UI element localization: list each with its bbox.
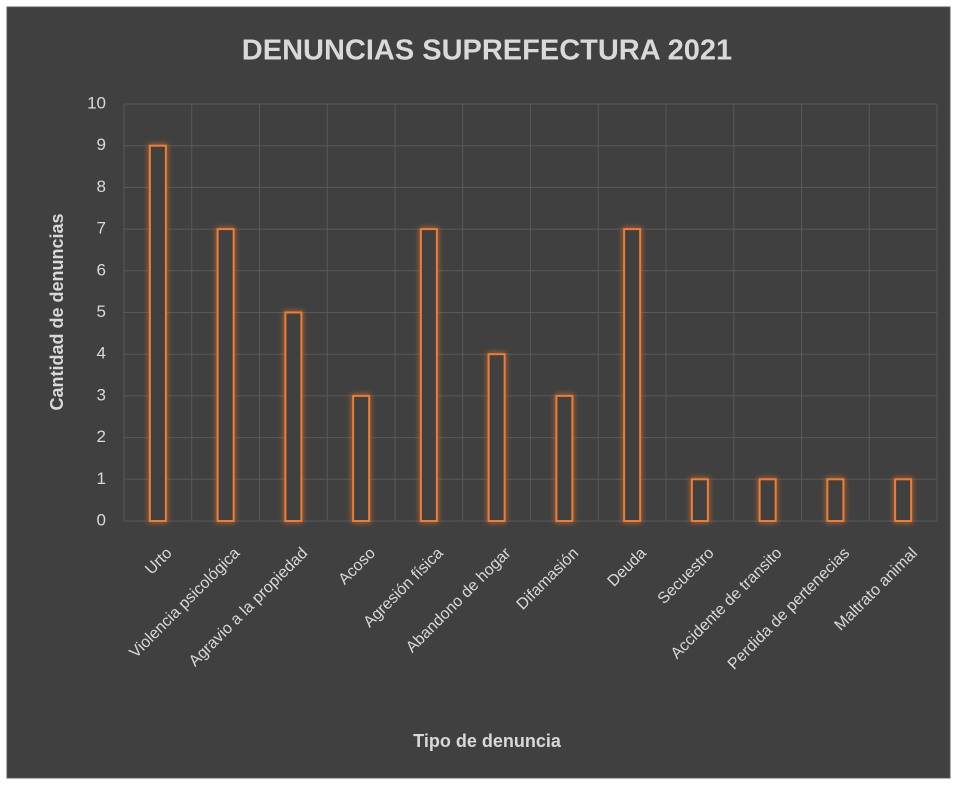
chart-background: [6, 6, 951, 779]
y-tick-label: 10: [87, 93, 106, 112]
y-tick-label: 3: [97, 385, 106, 404]
bar: [555, 394, 574, 522]
y-tick-label: 8: [97, 177, 106, 196]
bar: [690, 478, 709, 522]
y-tick-label: 1: [97, 469, 106, 488]
y-tick-label: 9: [97, 135, 106, 154]
bar: [894, 478, 913, 522]
bar: [826, 478, 845, 522]
y-axis-label: Cantidad de denuncias: [47, 213, 67, 410]
bar: [419, 228, 438, 522]
bar: [216, 228, 235, 522]
y-tick-label: 4: [97, 344, 106, 363]
bar: [623, 228, 642, 522]
bar: [284, 311, 303, 522]
bar: [148, 144, 167, 522]
y-tick-label: 5: [97, 302, 106, 321]
y-tick-label: 7: [97, 219, 106, 238]
bar: [487, 353, 506, 523]
y-tick-label: 2: [97, 427, 106, 446]
y-tick-label: 0: [97, 510, 106, 529]
chart-title: DENUNCIAS SUPREFECTURA 2021: [242, 35, 732, 67]
bar: [352, 394, 371, 522]
x-axis-label: Tipo de denuncia: [413, 731, 562, 751]
y-tick-label: 6: [97, 260, 106, 279]
bar: [758, 478, 777, 522]
